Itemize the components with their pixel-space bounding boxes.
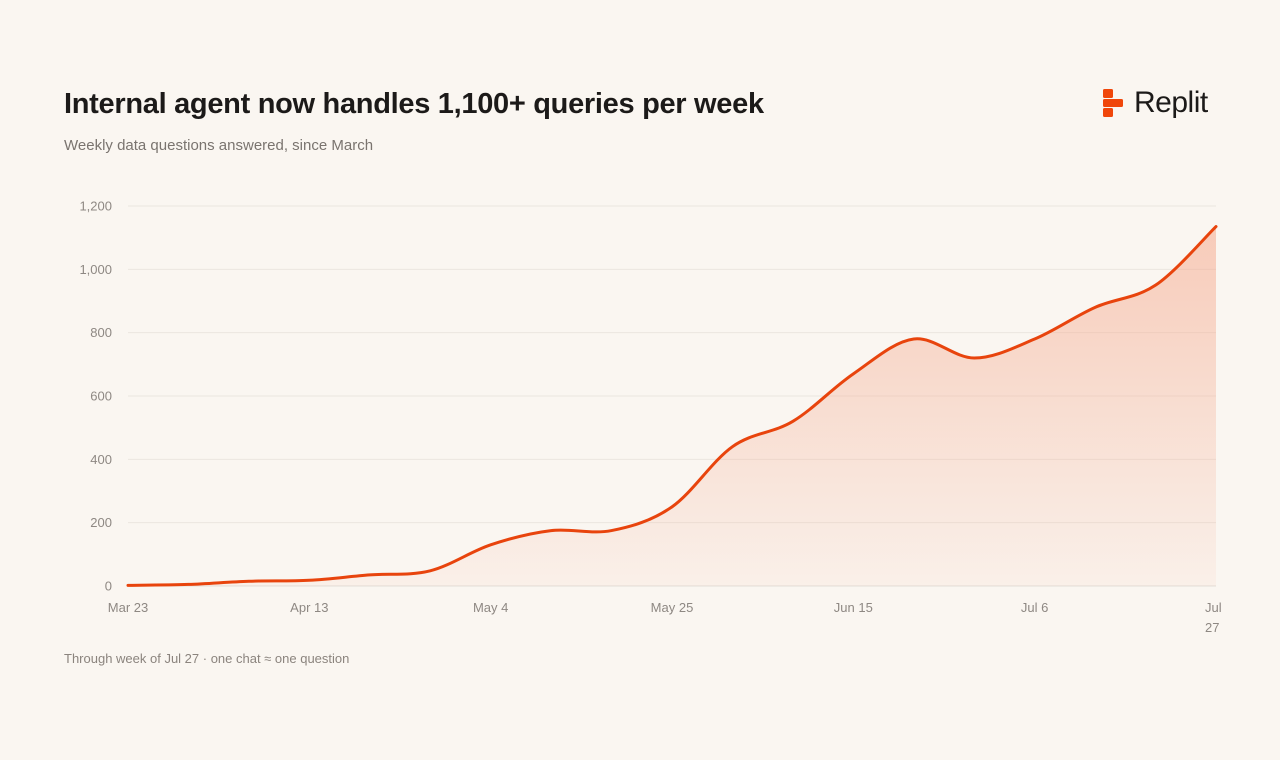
x-tick-label: Mar 23 [108, 600, 148, 615]
y-tick-label: 600 [90, 389, 112, 404]
replit-logo-icon [1103, 89, 1123, 117]
y-tick-label: 800 [90, 325, 112, 340]
chart-title: Internal agent now handles 1,100+ querie… [64, 88, 764, 120]
chart-subtitle: Weekly data questions answered, since Ma… [64, 137, 374, 154]
y-tick-label: 0 [105, 579, 112, 594]
y-tick-label: 400 [90, 452, 112, 467]
series-area [128, 226, 1216, 587]
brand-logo: Replit [1102, 86, 1208, 120]
y-tick-label: 200 [90, 515, 112, 530]
x-tick-label: Jul 6 [1021, 600, 1048, 615]
x-tick-label: May 4 [473, 600, 508, 615]
series-line [126, 225, 1218, 587]
chart-footnote: Through week of Jul 27 · one chat ≈ one … [64, 651, 350, 666]
x-tick-label: Jun 15 [834, 600, 873, 615]
x-tick-label: May 25 [651, 600, 694, 615]
y-tick-label: 1,000 [79, 262, 112, 277]
brand-name: Replit [1134, 86, 1208, 119]
x-tick-label: Apr 13 [290, 600, 328, 615]
x-tick-label: Jul 27 [1205, 600, 1222, 635]
y-tick-label: 1,200 [79, 199, 112, 214]
